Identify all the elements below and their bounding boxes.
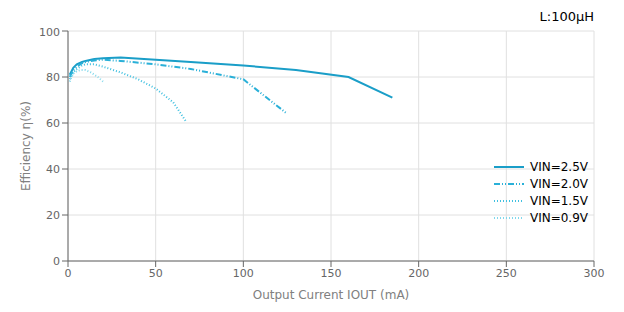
svg-text:20: 20 xyxy=(46,209,60,222)
svg-text:0: 0 xyxy=(65,267,72,280)
svg-text:150: 150 xyxy=(321,267,342,280)
svg-text:100: 100 xyxy=(233,267,254,280)
svg-text:100: 100 xyxy=(39,26,60,39)
html-text:VIN=2.5V: VIN=2.5V xyxy=(529,159,588,174)
svg-text:300: 300 xyxy=(584,267,605,280)
html-text:VIN=1.5V: VIN=1.5V xyxy=(529,193,588,208)
svg-text:Output Current IOUT (mA): Output Current IOUT (mA) xyxy=(253,288,410,302)
html-text:VIN=2.0V: VIN=2.0V xyxy=(529,176,588,191)
svg-text:50: 50 xyxy=(149,267,163,280)
html-text:L:100μH: L:100μH xyxy=(539,9,594,24)
svg-text:60: 60 xyxy=(46,117,60,130)
html-text:VIN=0.9V: VIN=0.9V xyxy=(529,210,588,225)
svg-text:0: 0 xyxy=(53,255,60,268)
svg-text:200: 200 xyxy=(408,267,429,280)
svg-text:80: 80 xyxy=(46,71,60,84)
svg-text:Efficiency η(%): Efficiency η(%) xyxy=(19,101,33,191)
svg-text:250: 250 xyxy=(496,267,517,280)
svg-text:40: 40 xyxy=(46,163,60,176)
